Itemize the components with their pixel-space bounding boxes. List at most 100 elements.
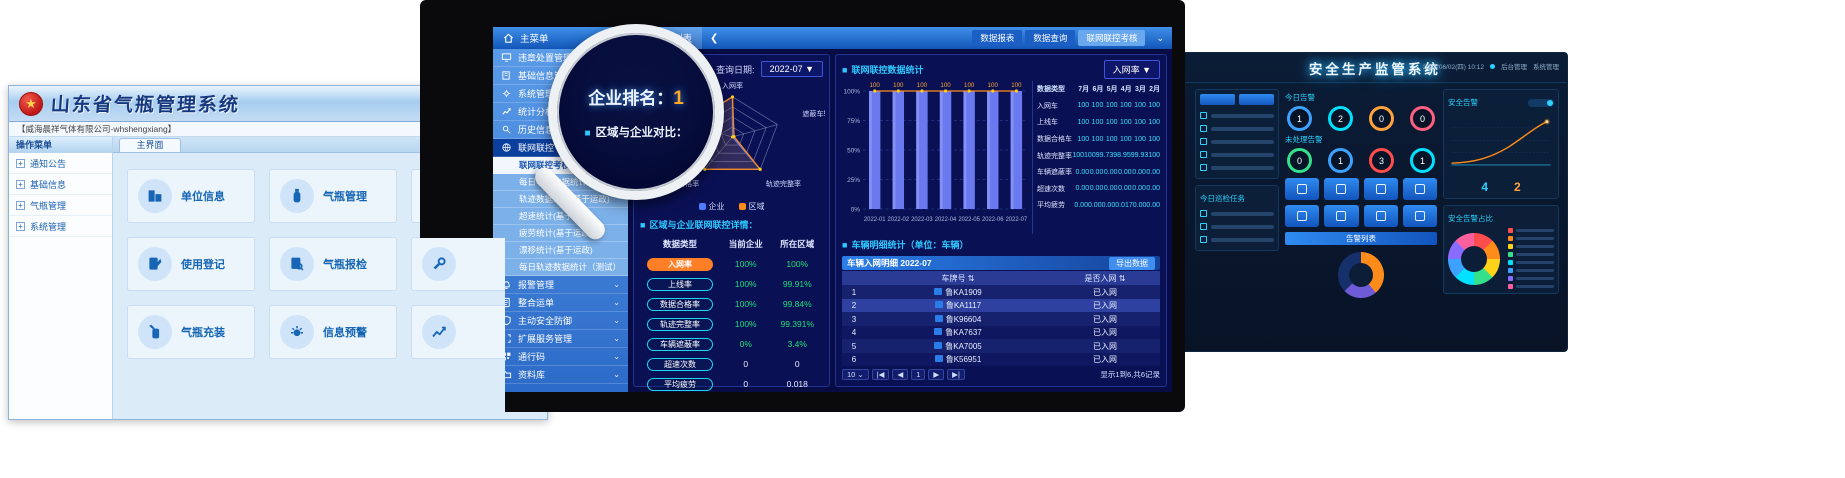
query-date-label: 查询日期: <box>716 64 755 75</box>
dashboard-quick-button[interactable] <box>1402 178 1437 200</box>
dashboard-quick-button[interactable] <box>1285 178 1320 200</box>
top-tab-数据查询[interactable]: 数据查询 <box>1025 30 1076 46</box>
top-tab-数据报表[interactable]: 数据报表 <box>972 30 1023 46</box>
menu-item-主动安全防御[interactable]: 主动安全防御 ⌄ <box>493 312 628 330</box>
pager-button-▶|[interactable]: ▶| <box>947 368 965 380</box>
car-icon <box>934 341 943 349</box>
home-card-气瓶充装[interactable]: 气瓶充装 <box>127 305 255 359</box>
home-card-信息预警[interactable]: 信息预警 <box>269 305 397 359</box>
home-card-气瓶管理[interactable]: 气瓶管理 <box>269 169 397 223</box>
mini-action-button[interactable] <box>1239 94 1274 105</box>
collapse-arrow-icon[interactable]: ❮ <box>710 32 719 44</box>
svg-text:入网率: 入网率 <box>722 81 743 90</box>
submenu-item-漂移统计(基于运政)[interactable]: 漂移统计(基于运政) <box>493 242 628 259</box>
menu-item-报警管理[interactable]: 报警管理 ⌄ <box>493 276 628 294</box>
metric-dropdown[interactable]: 入网率 ▼ <box>1103 60 1160 79</box>
query-date-select[interactable]: 2022-07 ▼ <box>760 61 823 77</box>
today-alarm-label: 今日告警 <box>1285 93 1315 102</box>
pager-button-|◀[interactable]: |◀ <box>871 368 890 380</box>
home-card-气瓶报检[interactable]: 气瓶报检 <box>269 237 397 291</box>
metric-pill-超速次数[interactable]: 超速次数 <box>647 357 713 371</box>
list-item[interactable] <box>1200 161 1274 174</box>
legend-item <box>1508 284 1554 289</box>
patrol-item[interactable] <box>1200 207 1274 220</box>
chevron-down-icon[interactable]: ⌄ <box>1156 32 1164 43</box>
vehicle-row-鲁K96604[interactable]: 3 鲁K96604 已入网 <box>842 312 1160 326</box>
stats-section-title: ■ 联网联控数据统计 <box>842 65 924 75</box>
register-icon <box>149 257 162 270</box>
item-icon <box>1200 125 1207 132</box>
top-tab-联网联控考核[interactable]: 联网联控考核 <box>1078 30 1146 46</box>
inspect-icon <box>291 257 304 271</box>
metric-pill-车辆遮蔽率[interactable]: 车辆遮蔽率 <box>647 337 713 351</box>
tab-main-view[interactable]: 主界面 <box>119 138 181 152</box>
sidebar-item-气瓶管理[interactable]: + 气瓶管理 <box>9 195 112 216</box>
chevron-icon: ⌄ <box>613 334 620 343</box>
vehicle-row-鲁KA7637[interactable]: 4 鲁KA7637 已入网 <box>842 325 1160 340</box>
item-icon <box>1200 112 1207 119</box>
patrol-task-panel: 今日巡检任务 <box>1195 185 1279 251</box>
svg-text:100: 100 <box>917 82 928 89</box>
chart-toggle[interactable] <box>1528 98 1554 107</box>
system-menu-link[interactable]: 系统管理 <box>1533 64 1559 71</box>
vehicle-row-鲁K56951[interactable]: 6 鲁K56951 已入网 <box>842 352 1160 367</box>
list-item[interactable] <box>1200 122 1274 135</box>
patrol-item[interactable] <box>1200 233 1274 246</box>
list-item[interactable] <box>1200 109 1274 122</box>
chevron-icon: ⌄ <box>613 298 620 307</box>
metric-pill-轨迹完整率[interactable]: 轨迹完整率 <box>647 317 713 331</box>
cylinder-icon <box>293 188 301 203</box>
svg-text:100: 100 <box>964 82 975 89</box>
home-card-单位信息[interactable]: 单位信息 <box>127 169 255 223</box>
monitor-icon <box>501 53 512 62</box>
submenu-item-疲劳统计(基于运政)[interactable]: 疲劳统计(基于运政) <box>493 225 628 242</box>
list-item[interactable] <box>1200 135 1274 148</box>
item-icon <box>1200 236 1207 243</box>
vehicle-row-鲁KA1117[interactable]: 2 鲁KA1117 已入网 <box>842 298 1160 313</box>
page-size-select[interactable]: 10 ⌄ <box>842 368 869 380</box>
menu-item-资料库[interactable]: 资料库 ⌄ <box>493 366 628 384</box>
records-info: 显示1到6,共6记录 <box>1100 369 1160 379</box>
metric-pill-平均疲劳[interactable]: 平均疲劳 <box>647 377 713 391</box>
user-label[interactable]: 后台管理 <box>1501 64 1527 71</box>
vehicle-table-header: 车牌号 ⇅ 是否入网 ⇅ <box>842 271 1160 286</box>
dashboard-quick-button[interactable] <box>1402 205 1437 227</box>
dashboard-quick-button[interactable] <box>1363 205 1398 227</box>
sidebar-item-系统管理[interactable]: + 系统管理 <box>9 216 112 237</box>
menu-item-通行码[interactable]: 通行码 ⌄ <box>493 348 628 366</box>
dashboard-quick-button[interactable] <box>1324 178 1359 200</box>
vehicle-row-鲁KA7005[interactable]: 5 鲁KA7005 已入网 <box>842 339 1160 353</box>
mini-action-button[interactable] <box>1200 94 1235 105</box>
expand-plus-icon[interactable]: + <box>16 200 25 210</box>
sidebar-item-通知公告[interactable]: + 通知公告 <box>9 153 112 174</box>
export-data-button[interactable]: 导出数据 <box>1109 256 1155 270</box>
submenu-item-超速统计(基于运政)[interactable]: 超速统计(基于运政) <box>493 208 628 225</box>
metric-pill-入网率[interactable]: 入网率 <box>647 257 713 271</box>
pager-button-1[interactable]: 1 <box>911 368 926 380</box>
list-item[interactable] <box>1200 148 1274 161</box>
vehicle-row-鲁KA1909[interactable]: 1 鲁KA1909 已入网 <box>842 285 1160 299</box>
expand-plus-icon[interactable]: + <box>16 221 25 231</box>
card-label: 信息预警 <box>323 327 367 339</box>
right-app-right-column: 安全告警 4 2 <box>1443 89 1559 345</box>
svg-text:2022-05: 2022-05 <box>958 217 980 223</box>
dashboard-quick-button[interactable] <box>1324 205 1359 227</box>
menu-item-整合运单[interactable]: 整合运单 ⌄ <box>493 294 628 312</box>
dashboard-quick-button[interactable] <box>1363 178 1398 200</box>
menu-item-扩展服务管理[interactable]: 扩展服务管理 ⌄ <box>493 330 628 348</box>
metric-pill-数据合格率[interactable]: 数据合格率 <box>647 297 713 311</box>
monthly-bar-chart: 100% 75% 50% 25% 0% 100 2022-01 100 2022-02 100 20… <box>842 81 1032 234</box>
patrol-item[interactable] <box>1200 220 1274 233</box>
sidebar-item-基础信息[interactable]: + 基础信息 <box>9 174 112 195</box>
expand-plus-icon[interactable]: + <box>16 179 25 189</box>
safety-trend-line-chart <box>1451 118 1551 166</box>
alarm-list-button[interactable]: 告警列表 <box>1285 232 1437 245</box>
details-section-title: ■ 区域与企业联网联控详情： <box>640 220 758 230</box>
home-card-使用登记[interactable]: 使用登记 <box>127 237 255 291</box>
pager-button-◀[interactable]: ◀ <box>892 368 909 380</box>
submenu-item-每日轨迹数据统计（测试）[interactable]: 每日轨迹数据统计（测试） <box>493 259 628 276</box>
dashboard-quick-button[interactable] <box>1285 205 1320 227</box>
pager-button-▶[interactable]: ▶ <box>928 368 945 380</box>
metric-pill-上线率[interactable]: 上线率 <box>647 277 713 291</box>
expand-plus-icon[interactable]: + <box>16 158 25 168</box>
